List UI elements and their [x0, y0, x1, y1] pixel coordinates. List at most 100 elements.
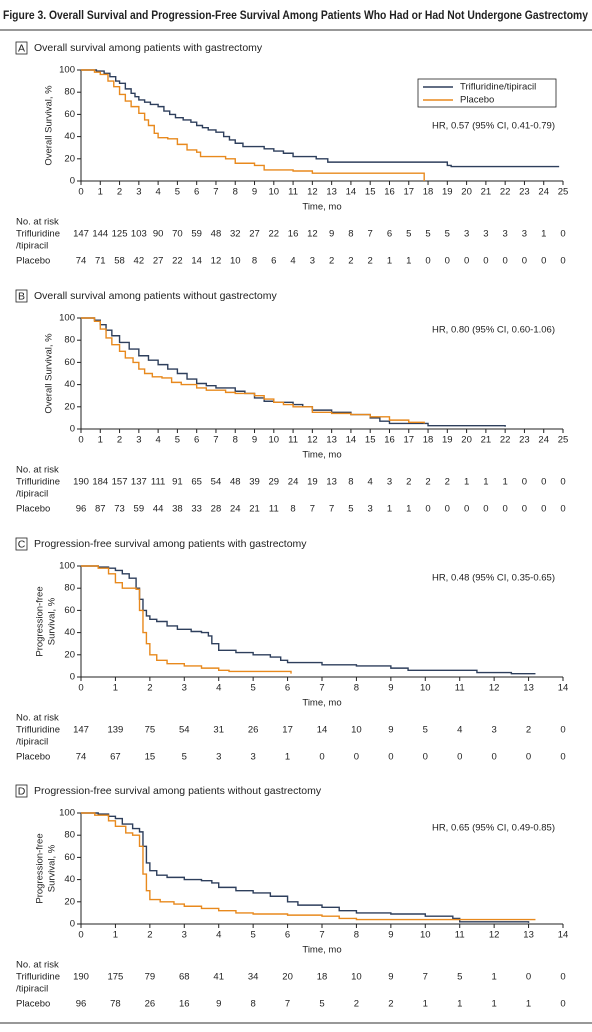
x-tick-label: 1	[98, 187, 103, 198]
risk-count: 74	[76, 752, 87, 763]
risk-row-label: Placebo	[16, 999, 50, 1010]
risk-count: 74	[76, 256, 87, 267]
y-tick-label: 100	[59, 561, 75, 572]
risk-count: 59	[134, 504, 145, 515]
risk-count: 22	[269, 229, 280, 240]
risk-table-title: No. at risk	[16, 217, 59, 228]
x-tick-label: 2	[117, 187, 122, 198]
risk-count: 33	[191, 504, 202, 515]
y-tick-label: 20	[64, 153, 75, 164]
risk-count: 1	[457, 999, 462, 1010]
risk-count: 87	[95, 504, 106, 515]
risk-count: 9	[329, 229, 334, 240]
survival-curve	[81, 565, 292, 674]
x-tick-label: 5	[175, 435, 180, 446]
panel-title: Overall survival among patients without …	[34, 290, 278, 302]
x-tick-label: 13	[326, 187, 337, 198]
risk-count: 0	[491, 752, 496, 763]
x-tick-label: 24	[538, 435, 549, 446]
risk-count: 2	[354, 999, 359, 1010]
risk-count: 26	[248, 725, 259, 736]
x-tick-label: 22	[500, 187, 511, 198]
panel-title: Progression-free survival among patients…	[34, 538, 307, 550]
risk-count: 42	[134, 256, 145, 267]
risk-count: 8	[348, 477, 353, 488]
risk-count: 71	[95, 256, 106, 267]
x-tick-label: 12	[489, 683, 500, 694]
risk-count: 39	[249, 477, 260, 488]
risk-count: 0	[354, 752, 359, 763]
risk-count: 0	[526, 972, 531, 983]
panel-label-box	[15, 784, 28, 798]
risk-count: 48	[211, 229, 222, 240]
risk-count: 5	[348, 504, 353, 515]
risk-row-label: Trifluridine	[16, 725, 60, 736]
x-tick-label: 15	[365, 187, 376, 198]
x-axis-label: Time, mo	[302, 698, 341, 709]
risk-count: 8	[252, 256, 257, 267]
risk-count: 111	[151, 477, 165, 488]
y-tick-label: 0	[70, 176, 75, 187]
risk-count: 3	[368, 504, 373, 515]
risk-count: 0	[445, 504, 450, 515]
risk-count: 41	[213, 972, 224, 983]
y-tick-label: 60	[64, 852, 75, 863]
hazard-ratio: HR, 0.48 (95% CI, 0.35-0.65)	[432, 573, 555, 584]
x-tick-label: 0	[78, 683, 83, 694]
risk-count: 1	[387, 504, 392, 515]
risk-count: 1	[423, 999, 428, 1010]
y-tick-label: 60	[64, 109, 75, 120]
hazard-ratio: HR, 0.65 (95% CI, 0.49-0.85)	[432, 823, 555, 834]
survival-curve	[81, 69, 425, 181]
x-tick-label: 22	[500, 435, 511, 446]
risk-count: 12	[307, 229, 318, 240]
risk-count: 1	[526, 999, 531, 1010]
risk-row-label: Trifluridine	[16, 972, 60, 983]
risk-count: 34	[248, 972, 259, 983]
risk-count: 6	[387, 229, 392, 240]
risk-count: 14	[317, 725, 328, 736]
x-tick-label: 9	[388, 930, 393, 941]
figure-title: Figure 3. Overall Survival and Progressi…	[3, 8, 588, 22]
risk-count: 11	[269, 504, 279, 515]
risk-count: 0	[560, 256, 565, 267]
x-tick-label: 14	[346, 187, 357, 198]
risk-count: 139	[107, 725, 123, 736]
risk-count: 20	[282, 972, 293, 983]
risk-count: 9	[388, 725, 393, 736]
y-tick-label: 20	[64, 649, 75, 660]
y-axis-label: Survival, %	[47, 597, 58, 645]
risk-count: 3	[310, 256, 315, 267]
risk-count: 0	[541, 477, 546, 488]
x-tick-label: 5	[250, 930, 255, 941]
risk-count: 6	[271, 256, 276, 267]
y-tick-label: 80	[64, 335, 75, 346]
risk-count: 0	[526, 752, 531, 763]
x-tick-label: 11	[455, 683, 465, 694]
risk-count: 24	[230, 504, 241, 515]
risk-count: 0	[503, 504, 508, 515]
survival-curve	[81, 69, 560, 168]
risk-count: 2	[406, 477, 411, 488]
risk-count: 3	[483, 229, 488, 240]
y-tick-label: 40	[64, 874, 75, 885]
risk-count: 96	[76, 999, 87, 1010]
risk-count: 8	[348, 229, 353, 240]
risk-count: 7	[310, 504, 315, 515]
risk-count: 1	[541, 229, 546, 240]
x-tick-label: 23	[519, 435, 530, 446]
risk-table-title: No. at risk	[16, 960, 59, 971]
risk-count: 5	[182, 752, 187, 763]
panel-title: Overall survival among patients with gas…	[34, 42, 263, 54]
risk-count: 0	[388, 752, 393, 763]
legend-box	[417, 78, 557, 108]
y-tick-label: 60	[64, 357, 75, 368]
y-axis-label: Overall Survival, %	[44, 85, 55, 166]
risk-count: 147	[73, 725, 89, 736]
risk-count: 1	[491, 972, 496, 983]
risk-count: 91	[172, 477, 183, 488]
risk-table-title: No. at risk	[16, 713, 59, 724]
risk-count: 1	[387, 256, 392, 267]
risk-count: 1	[285, 752, 290, 763]
risk-count: 2	[329, 256, 334, 267]
